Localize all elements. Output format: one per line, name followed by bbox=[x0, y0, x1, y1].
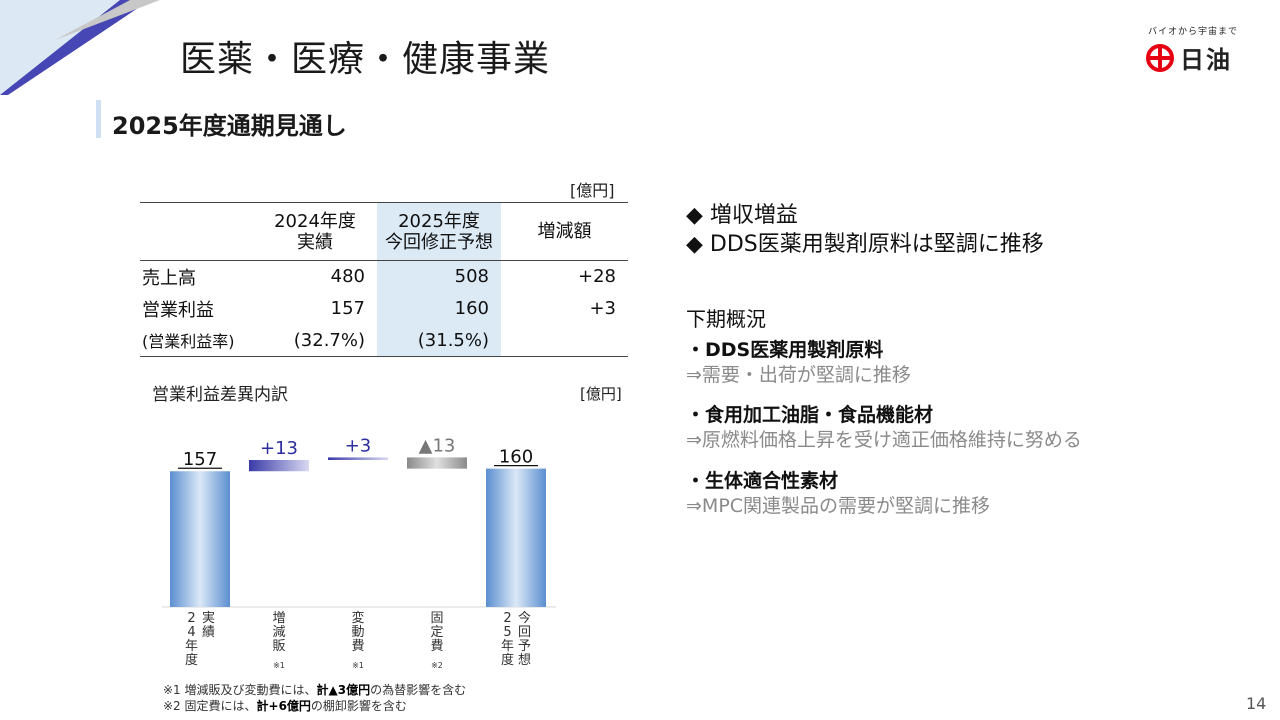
category-label-char: 減 bbox=[272, 624, 285, 640]
category-label-char: 増 bbox=[272, 611, 285, 626]
waterfall-bar bbox=[407, 457, 467, 469]
outlook-item-title: ・生体適合性素材 bbox=[686, 470, 839, 492]
category-label-char: 費 bbox=[430, 639, 443, 654]
forecast-table: 2024年度 実績 2025年度 今回修正予想 増減額 売上高 480 508 … bbox=[140, 202, 628, 357]
waterfall-bar bbox=[170, 471, 230, 607]
table-cell: 160 bbox=[377, 292, 501, 325]
footnote-text: の為替影響を含む bbox=[370, 683, 467, 697]
row-label: (営業利益率) bbox=[142, 332, 235, 352]
page-number: 14 bbox=[1246, 694, 1267, 713]
table-row: 売上高 480 508 +28 bbox=[140, 260, 628, 293]
category-label-char: 年 bbox=[185, 639, 198, 654]
bar-value-label: +3 bbox=[345, 435, 372, 456]
category-label-char: 変 bbox=[351, 610, 364, 626]
bullet-1: ◆ 増収増益 bbox=[686, 203, 798, 228]
category-label-char: 2 bbox=[503, 611, 511, 626]
bar-value-label: ▲13 bbox=[419, 435, 456, 456]
chart-unit: [億円] bbox=[580, 385, 622, 403]
outlook-item-title: ・食用加工油脂・食品機能材 bbox=[686, 404, 934, 426]
category-label-char: 定 bbox=[430, 625, 443, 640]
logo-tagline: バイオから宇宙まで bbox=[1148, 27, 1239, 37]
category-label-char: 度 bbox=[501, 652, 514, 668]
bar-value-label: 160 bbox=[499, 447, 533, 468]
category-label-char: 度 bbox=[185, 652, 198, 668]
header-2024: 2024年度 実績 bbox=[274, 210, 356, 253]
footnote-1: ※1 増減販及び変動費には、計▲3億円の為替影響を含む bbox=[163, 681, 466, 698]
footnote-bold: 計+6億円 bbox=[256, 699, 311, 713]
waterfall-bar bbox=[486, 468, 546, 607]
table-cell: +28 bbox=[578, 266, 616, 288]
category-label-char: 費 bbox=[351, 639, 364, 654]
row-label: 売上高 bbox=[142, 267, 196, 289]
table-cell: 480 bbox=[330, 266, 365, 288]
header-2025: 2025年度 今回修正予想 bbox=[385, 210, 493, 253]
category-label-char: 績 bbox=[202, 625, 215, 640]
bar-value-label: 157 bbox=[183, 449, 217, 470]
subtitle-accent-bar bbox=[96, 100, 101, 138]
outlook-heading: 下期概況 bbox=[686, 307, 766, 331]
row-label: 営業利益 bbox=[142, 299, 214, 321]
category-note: ※1 bbox=[273, 661, 285, 670]
table-cell bbox=[501, 325, 628, 357]
category-note: ※1 bbox=[352, 661, 364, 670]
waterfall-bar bbox=[249, 460, 309, 472]
category-label-char: 今 bbox=[518, 610, 531, 626]
category-label-char: 想 bbox=[518, 652, 531, 668]
table-cell: 508 bbox=[377, 260, 501, 293]
footnote-text: ※1 増減販及び変動費には、 bbox=[163, 683, 317, 697]
footnote-text: の棚卸影響を含む bbox=[310, 699, 407, 713]
outlook-item-desc: ⇒MPC関連製品の需要が堅調に推移 bbox=[686, 495, 991, 517]
table-row: 営業利益 157 160 +3 bbox=[140, 292, 628, 325]
page-title: 医薬・医療・健康事業 bbox=[180, 39, 551, 80]
waterfall-chart: 15724年度実績+13増減販※1+3変動費※1▲13固定費※216025年度今… bbox=[162, 435, 556, 670]
table-header-cell: 2025年度 今回修正予想 bbox=[377, 202, 501, 261]
section-subtitle: 2025年度通期見通し bbox=[112, 112, 347, 140]
category-label-char: 固 bbox=[430, 611, 443, 626]
table-header-cell: 2024年度 実績 bbox=[253, 203, 377, 261]
table-cell: 157 bbox=[330, 298, 365, 319]
outlook-item-desc: ⇒原燃料価格上昇を受け適正価格維持に努める bbox=[686, 429, 1082, 451]
category-label-char: 5 bbox=[503, 625, 511, 640]
logo-name: 日油 bbox=[1180, 46, 1232, 74]
table-cell: +3 bbox=[589, 298, 616, 319]
category-label-char: 動 bbox=[351, 625, 364, 640]
table-header-cell bbox=[140, 203, 253, 261]
footnote-bold: 計▲3億円 bbox=[316, 683, 371, 697]
table-header-cell: 増減額 bbox=[537, 221, 592, 242]
outlook-item-title: ・DDS医薬用製剤原料 bbox=[686, 339, 884, 361]
footnote-text: ※2 固定費には、 bbox=[163, 699, 257, 713]
footnote-2: ※2 固定費には、計+6億円の棚卸影響を含む bbox=[163, 697, 407, 714]
table-row: (営業利益率) (32.7%) (31.5%) bbox=[140, 324, 628, 357]
category-label-char: 販 bbox=[272, 639, 285, 654]
category-label-char: 回 bbox=[518, 625, 531, 640]
table-cell: (32.7%) bbox=[293, 329, 365, 351]
category-note: ※2 bbox=[431, 661, 443, 670]
table-cell: (31.5%) bbox=[377, 324, 501, 357]
outlook-item-desc: ⇒需要・出荷が堅調に推移 bbox=[686, 364, 911, 386]
corner-decoration bbox=[0, 0, 160, 95]
category-label-char: 実 bbox=[202, 610, 215, 626]
bullet-2: ◆ DDS医薬用製剤原料は堅調に推移 bbox=[686, 232, 1044, 257]
chart-title: 営業利益差異内訳 bbox=[152, 385, 288, 405]
category-label-char: 2 bbox=[187, 611, 195, 626]
category-label-char: 4 bbox=[187, 625, 195, 640]
company-logo: 日油 bbox=[1146, 40, 1232, 75]
table-header-row: 2024年度 実績 2025年度 今回修正予想 増減額 bbox=[140, 202, 628, 261]
logo-mark-icon bbox=[1146, 43, 1174, 72]
waterfall-bar bbox=[328, 457, 388, 460]
category-label-char: 年 bbox=[501, 639, 514, 654]
table-unit: [億円] bbox=[570, 181, 615, 200]
bar-value-label: +13 bbox=[260, 438, 298, 459]
category-label-char: 予 bbox=[518, 639, 531, 654]
